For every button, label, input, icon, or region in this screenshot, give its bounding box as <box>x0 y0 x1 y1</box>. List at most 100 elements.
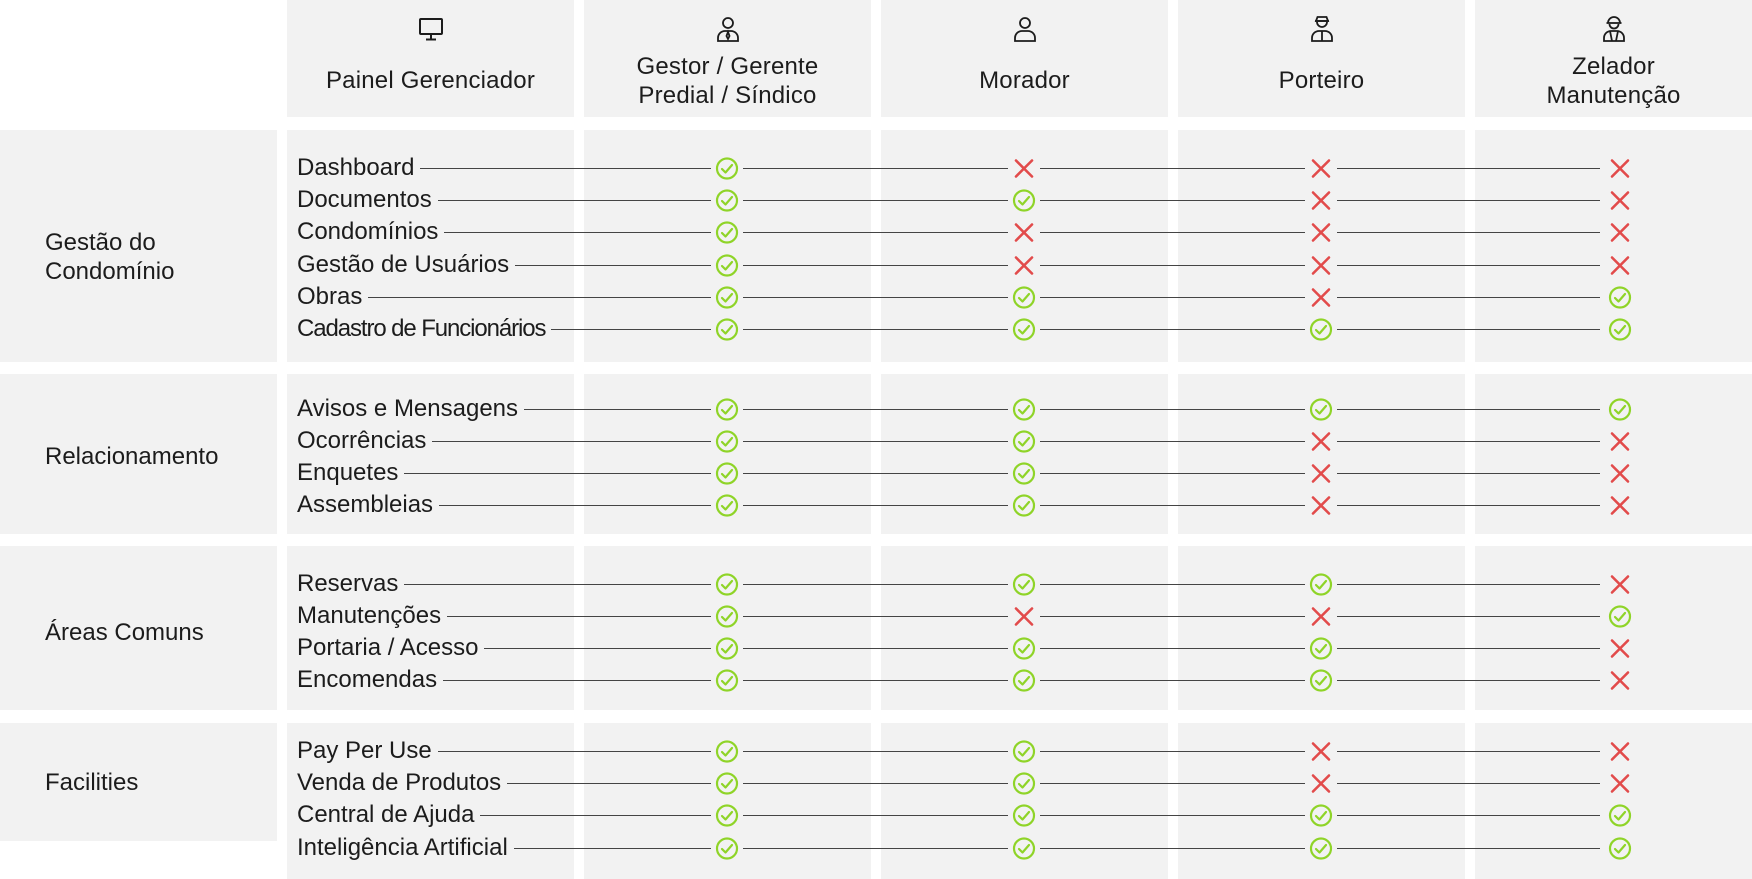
check-circle-icon <box>1012 669 1036 692</box>
check-circle-icon <box>1012 637 1036 660</box>
column-label: Porteiro <box>1278 67 1365 94</box>
check-circle-icon <box>715 637 739 660</box>
feature-inteligencia-artificial: Inteligência Artificial <box>297 834 514 862</box>
group-label-relacionamento: Relacionamento <box>45 443 219 470</box>
check-circle-icon <box>1012 318 1036 341</box>
feature-documentos: Documentos <box>297 186 438 214</box>
column-header-gestor: Gestor / Gerente Predial / Síndico <box>584 0 871 117</box>
group-label-facilities: Facilities <box>45 769 139 796</box>
x-icon <box>1311 464 1331 483</box>
x-icon <box>1610 575 1630 594</box>
x-icon <box>1311 774 1331 793</box>
group-band-gestao <box>0 130 277 362</box>
column-label: Zelador Manutenção <box>1546 53 1681 109</box>
x-icon <box>1610 671 1630 690</box>
user-tie-icon <box>716 17 739 42</box>
column-label: Morador <box>979 67 1070 94</box>
check-circle-icon <box>715 605 739 628</box>
column-header-zelador: Zelador Manutenção <box>1475 0 1752 117</box>
group-band-relacionamento <box>0 374 277 534</box>
feature-pay-per-use: Pay Per Use <box>297 737 438 765</box>
check-circle-icon <box>1012 837 1036 860</box>
x-icon <box>1610 256 1630 275</box>
check-circle-icon <box>1309 637 1333 660</box>
feature-encomendas: Encomendas <box>297 666 444 694</box>
check-circle-icon <box>715 189 739 212</box>
x-icon <box>1610 191 1630 210</box>
check-circle-icon <box>1012 189 1036 212</box>
check-circle-icon <box>1012 286 1036 309</box>
x-icon <box>1014 159 1034 178</box>
check-circle-icon <box>1309 669 1333 692</box>
check-circle-icon <box>715 157 739 180</box>
x-icon <box>1311 191 1331 210</box>
check-circle-icon <box>1012 398 1036 421</box>
x-icon <box>1610 639 1630 658</box>
column-label: Painel Gerenciador <box>325 67 536 94</box>
check-circle-icon <box>1608 286 1632 309</box>
feature-ocorrencias: Ocorrências <box>297 427 433 455</box>
x-icon <box>1311 159 1331 178</box>
check-circle-icon <box>1309 318 1333 341</box>
x-icon <box>1610 432 1630 451</box>
check-circle-icon <box>1608 837 1632 860</box>
x-icon <box>1014 607 1034 626</box>
check-circle-icon <box>715 286 739 309</box>
x-icon <box>1311 223 1331 242</box>
check-circle-icon <box>715 462 739 485</box>
check-circle-icon <box>715 573 739 596</box>
feature-gestao-usuarios: Gestão de Usuários <box>297 251 516 279</box>
check-circle-icon <box>715 837 739 860</box>
check-circle-icon <box>1012 740 1036 763</box>
column-header-painel: Painel Gerenciador <box>287 0 574 117</box>
check-circle-icon <box>715 804 739 827</box>
x-icon <box>1610 742 1630 761</box>
check-circle-icon <box>1012 430 1036 453</box>
feature-avisos-mensagens: Avisos e Mensagens <box>297 395 525 423</box>
x-icon <box>1014 256 1034 275</box>
check-circle-icon <box>1012 462 1036 485</box>
check-circle-icon <box>715 740 739 763</box>
x-icon <box>1610 496 1630 515</box>
column-label: Gestor / Gerente Predial / Síndico <box>636 53 819 109</box>
check-circle-icon <box>715 772 739 795</box>
group-band-areas-comuns <box>0 546 277 710</box>
user-icon <box>1013 17 1036 42</box>
check-circle-icon <box>1608 318 1632 341</box>
check-circle-icon <box>715 669 739 692</box>
check-circle-icon <box>1309 804 1333 827</box>
column-header-morador: Morador <box>881 0 1168 117</box>
feature-central-ajuda: Central de Ajuda <box>297 801 481 829</box>
monitor-icon <box>418 18 443 41</box>
check-circle-icon <box>1608 605 1632 628</box>
feature-condominios: Condomínios <box>297 218 445 246</box>
feature-enquetes: Enquetes <box>297 459 405 487</box>
feature-venda-produtos: Venda de Produtos <box>297 769 508 797</box>
group-label-areas-comuns: Áreas Comuns <box>45 619 204 646</box>
group-band-facilities <box>0 723 277 841</box>
check-circle-icon <box>1309 573 1333 596</box>
check-circle-icon <box>1012 804 1036 827</box>
feature-dashboard: Dashboard <box>297 154 421 182</box>
x-icon <box>1610 774 1630 793</box>
doorman-icon <box>1310 16 1333 42</box>
group-label-gestao: Gestão do Condomínio <box>45 229 175 285</box>
x-icon <box>1311 432 1331 451</box>
x-icon <box>1311 742 1331 761</box>
feature-reservas: Reservas <box>297 570 405 598</box>
feature-assembleias: Assembleias <box>297 491 440 519</box>
check-circle-icon <box>1012 494 1036 517</box>
x-icon <box>1610 159 1630 178</box>
x-icon <box>1311 496 1331 515</box>
x-icon <box>1610 464 1630 483</box>
check-circle-icon <box>1608 398 1632 421</box>
check-circle-icon <box>1608 804 1632 827</box>
feature-obras: Obras <box>297 283 369 311</box>
feature-portaria-acesso: Portaria / Acesso <box>297 634 485 662</box>
x-icon <box>1311 288 1331 307</box>
column-header-porteiro: Porteiro <box>1178 0 1465 117</box>
check-circle-icon <box>1012 772 1036 795</box>
check-circle-icon <box>715 318 739 341</box>
x-icon <box>1311 256 1331 275</box>
